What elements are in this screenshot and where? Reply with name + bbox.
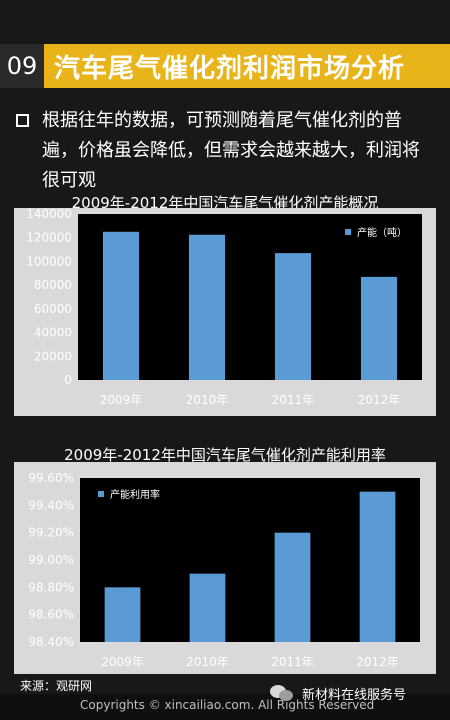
chart-1-y-tick-label: 0 (64, 373, 72, 387)
chart-1-x-tick-label: 2012年 (358, 393, 401, 407)
chart-1-bar (188, 234, 226, 380)
chart-2-bar (359, 491, 396, 642)
body-paragraph-block: 根据往年的数据，可预测随着尾气催化剂的普遍，价格虽会降低，但需求会越来越大，利润… (16, 106, 436, 196)
chart-1-legend-swatch (345, 229, 351, 235)
capacity-bar-chart: 0 20000 40000 60000 80000 100000 120000 140000 2… (14, 208, 436, 416)
chart-2-x-tick-label: 2010年 (186, 655, 229, 669)
chart-2-y-tick-label: 99.00% (28, 553, 74, 567)
wechat-account-name: 新材料在线服务号 (302, 688, 407, 703)
chart-2-bar (189, 573, 226, 642)
chart-1-x-tick-label: 2011年 (272, 393, 315, 407)
chart-2-x-tick-label: 2011年 (271, 655, 314, 669)
chart-1-bar (274, 253, 312, 380)
chart-1-legend-label: 产能（吨） (357, 226, 407, 239)
chart-2-y-tick-label: 99.20% (28, 526, 74, 540)
chart-2-bar (274, 532, 311, 642)
chart-2-x-tick-label: 2009年 (101, 655, 144, 669)
chart-1-bar (360, 276, 398, 380)
chart-1-x-tick-label: 2010年 (186, 393, 229, 407)
chart-1-y-tick-label: 60000 (34, 302, 72, 316)
chart-1-y-tick-label: 80000 (34, 278, 72, 292)
header-bar: 09 汽车尾气催化剂利润市场分析 (0, 44, 450, 88)
section-number: 09 (0, 44, 44, 88)
chart-2-legend-swatch (98, 491, 104, 497)
chart-2-y-tick-label: 99.40% (28, 498, 74, 512)
chart-2-legend-label: 产能利用率 (110, 488, 160, 501)
chart-2-bar (104, 587, 141, 642)
chart-1-y-tick-label: 120000 (26, 231, 72, 245)
source-note: 来源：观研网 (20, 679, 93, 693)
chart-1-y-tick-label: 100000 (26, 254, 72, 268)
chart-2-x-tick-label: 2012年 (356, 655, 399, 669)
page-title: 汽车尾气催化剂利润市场分析 (54, 53, 406, 84)
wechat-icon (270, 684, 296, 703)
chart-1-title: 2009年-2012年中国汽车尾气催化剂产能概况 (71, 194, 379, 212)
chart-1-x-tick-label: 2009年 (100, 393, 143, 407)
wechat-account[interactable]: 新材料在线服务号 (270, 684, 406, 703)
copyright-text: Copyrights © xincailiao.com. All Rights … (80, 698, 375, 712)
chart-2-y-tick-label: 98.80% (28, 580, 74, 594)
chart-2-y-tick-label: 98.40% (28, 635, 74, 649)
chart-2-title: 2009年-2012年中国汽车尾气催化剂产能利用率 (64, 446, 386, 464)
chart-2-y-tick-label: 99.60% (28, 471, 74, 485)
chart-1-y-tick-label: 40000 (34, 326, 72, 340)
utilization-bar-chart: 98.40% 98.60% 98.80% 99.00% 99.20% 99.40% 99.6… (14, 462, 436, 674)
chart-2-y-tick-label: 98.60% (28, 608, 74, 622)
chart-1-y-tick-label: 20000 (34, 349, 72, 363)
footer-bar (0, 694, 450, 720)
bullet-square-icon (16, 114, 29, 127)
chart-1-bar (102, 231, 140, 380)
chart-1-y-tick-label: 140000 (26, 208, 72, 221)
body-paragraph: 根据往年的数据，可预测随着尾气催化剂的普遍，价格虽会降低，但需求会越来越大，利润… (42, 110, 420, 191)
